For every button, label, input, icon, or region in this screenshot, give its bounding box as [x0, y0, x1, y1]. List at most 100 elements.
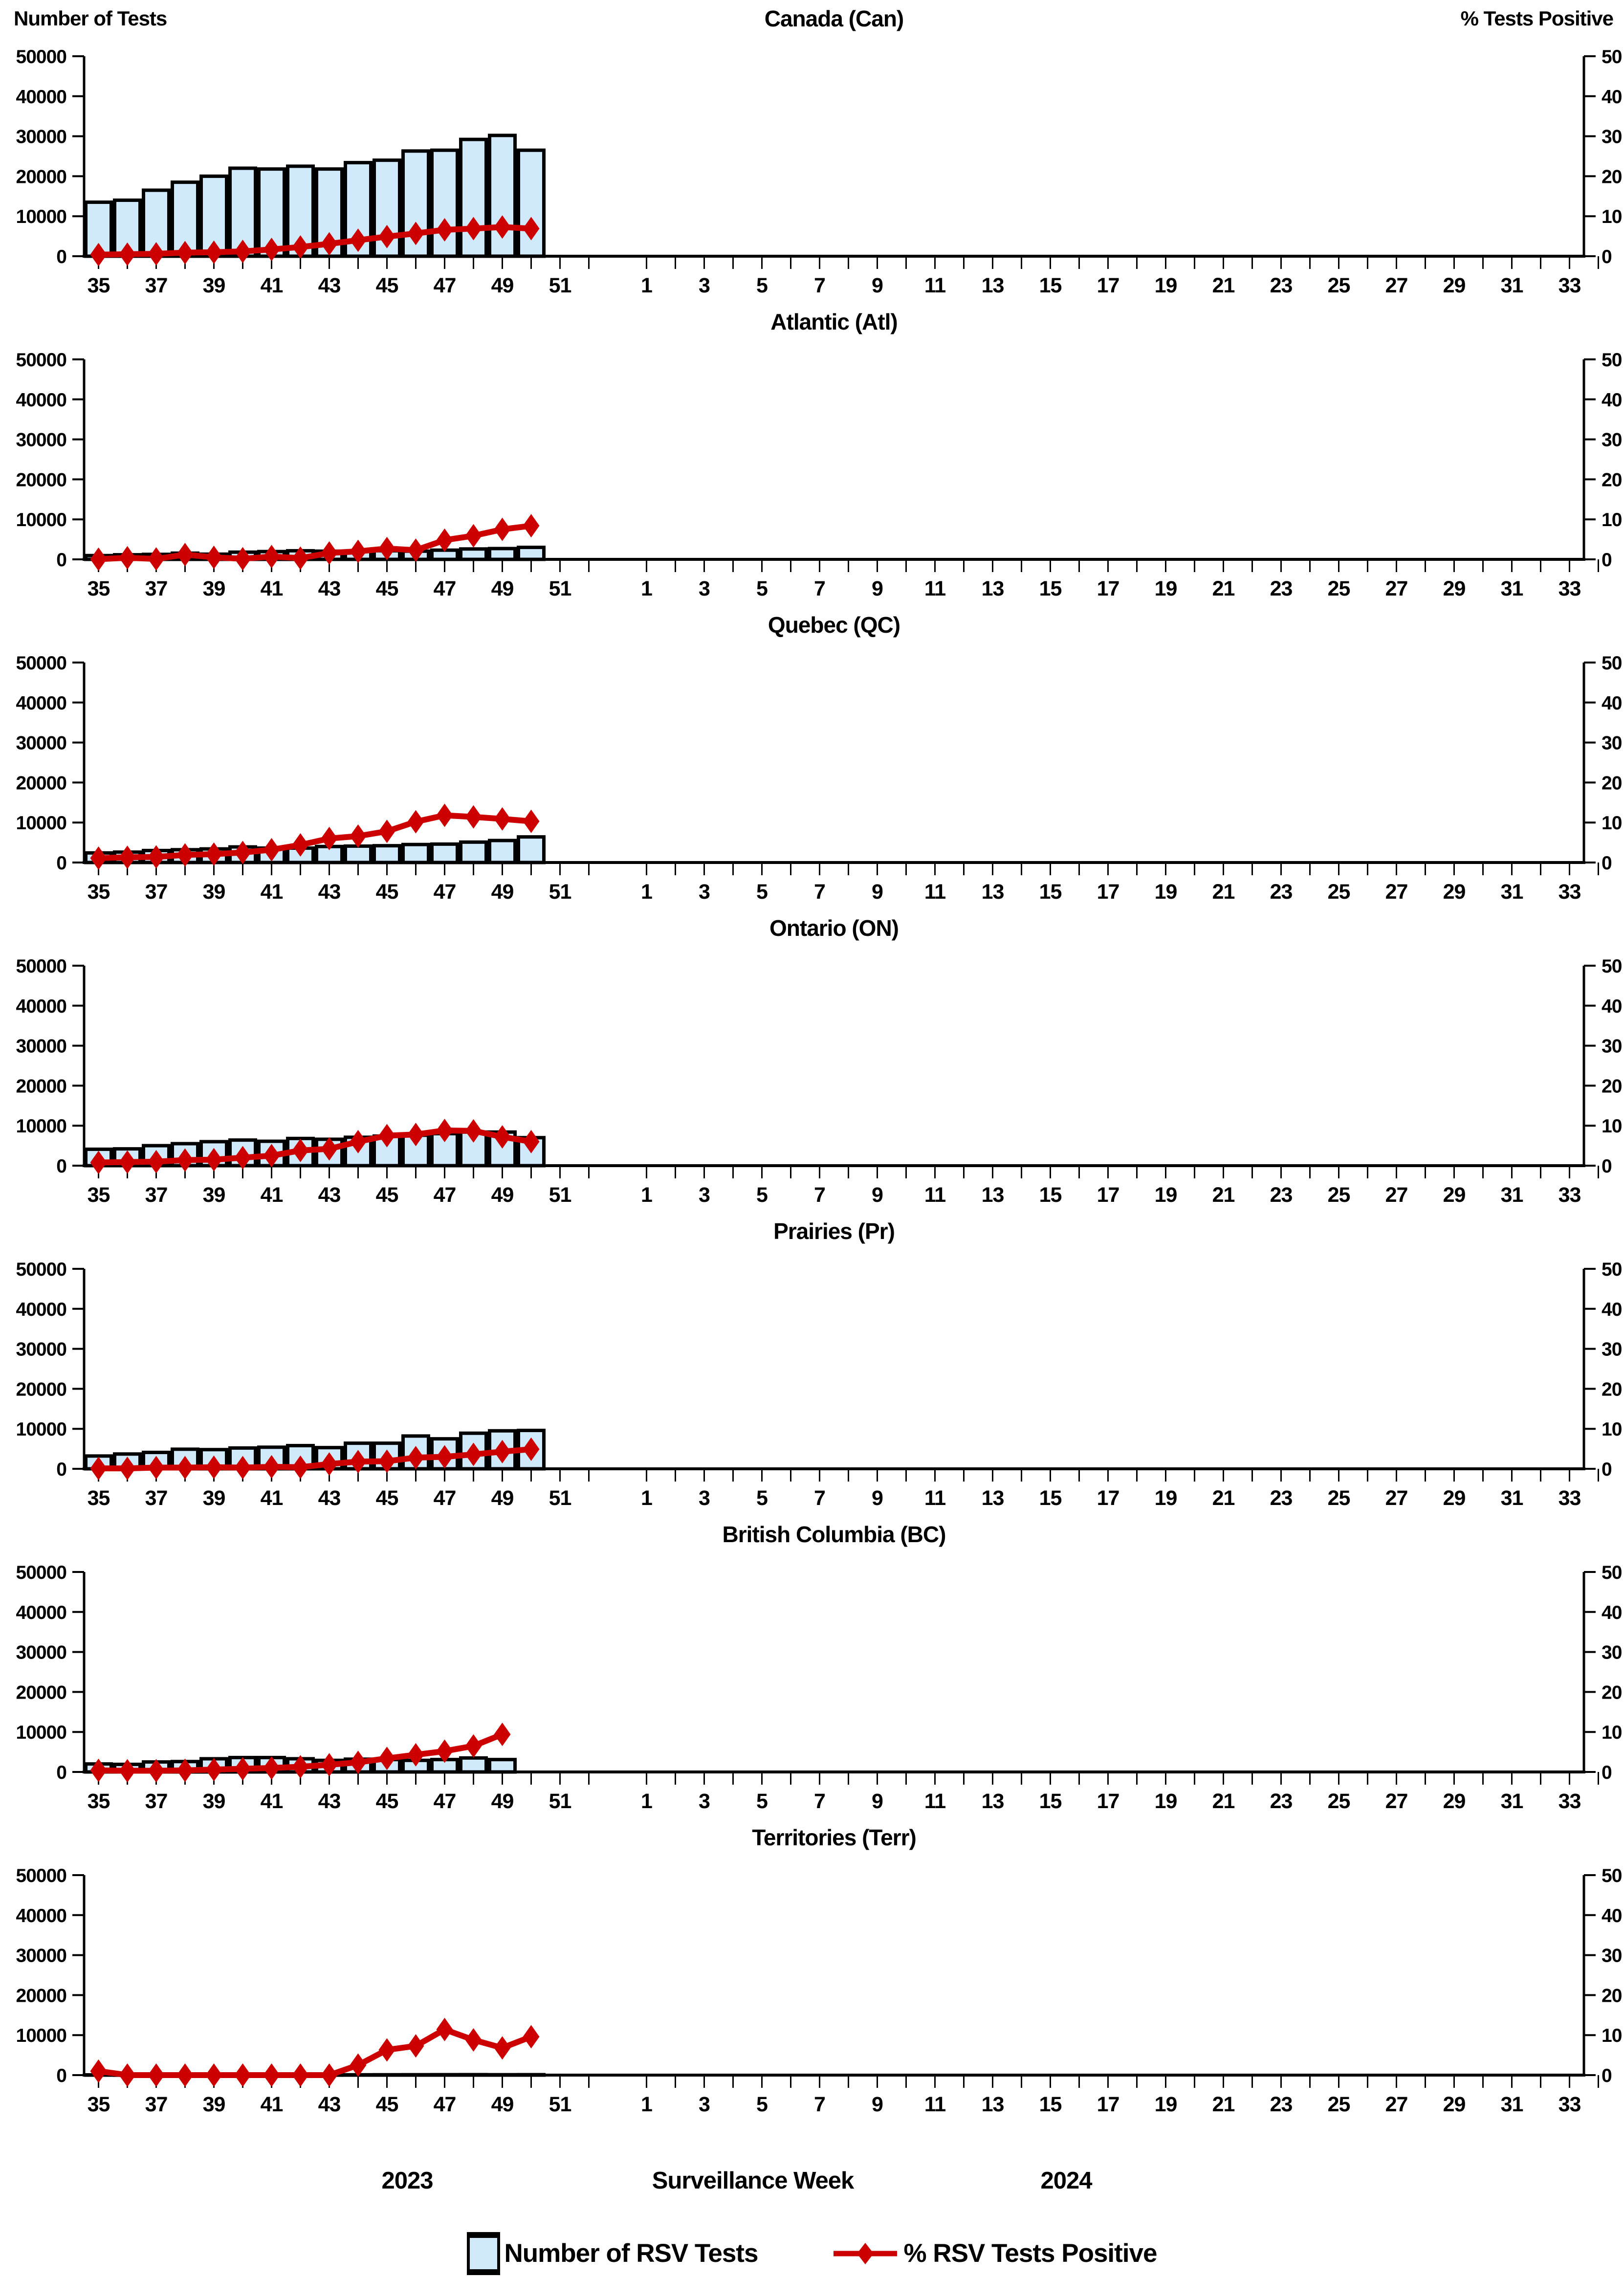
- svg-text:49: 49: [491, 1183, 514, 1207]
- svg-text:31: 31: [1501, 274, 1523, 297]
- svg-text:0: 0: [1602, 2065, 1612, 2086]
- svg-text:10000: 10000: [16, 1722, 67, 1743]
- svg-text:39: 39: [203, 1486, 225, 1510]
- svg-text:13: 13: [982, 577, 1004, 600]
- bar-week-49: [488, 547, 517, 561]
- svg-text:13: 13: [982, 1486, 1004, 1510]
- bar-week-49: [488, 133, 517, 258]
- svg-text:7: 7: [814, 577, 825, 600]
- svg-text:30: 30: [1602, 733, 1622, 754]
- svg-text:27: 27: [1385, 274, 1408, 297]
- panel-bc: British Columbia (BC) 0 10000 20000 30000 400…: [0, 1516, 1624, 1819]
- svg-text:3: 3: [699, 1183, 710, 1207]
- svg-text:10: 10: [1602, 2025, 1622, 2046]
- svg-text:7: 7: [814, 274, 825, 297]
- svg-text:20000: 20000: [16, 1076, 67, 1097]
- panel-title-on: Ontario (ON): [769, 915, 899, 941]
- year-2024-label: 2024: [1040, 2168, 1092, 2194]
- panel-can: Canada (Can) 0 10000 20000 30000 40000 50000 0 1…: [0, 0, 1624, 303]
- svg-text:47: 47: [434, 1183, 456, 1207]
- svg-text:31: 31: [1501, 1183, 1523, 1207]
- chart-bc: British Columbia (BC)0100002000030000400…: [16, 1522, 1623, 1813]
- svg-text:51: 51: [549, 577, 571, 600]
- svg-text:51: 51: [549, 880, 571, 904]
- svg-text:21: 21: [1212, 2093, 1235, 2116]
- svg-text:25: 25: [1328, 880, 1350, 904]
- svg-text:10000: 10000: [16, 1419, 67, 1440]
- svg-text:0: 0: [56, 1459, 66, 1480]
- svg-text:35: 35: [88, 274, 110, 297]
- svg-text:27: 27: [1385, 577, 1408, 600]
- svg-text:27: 27: [1385, 880, 1408, 904]
- svg-text:7: 7: [814, 2093, 825, 2116]
- svg-text:43: 43: [318, 274, 341, 297]
- svg-text:30: 30: [1602, 127, 1622, 148]
- svg-text:40000: 40000: [16, 1905, 67, 1926]
- svg-text:3: 3: [699, 577, 710, 600]
- svg-text:37: 37: [145, 577, 168, 600]
- chart-qc: Quebec (QC) 0 10000 20000 30000 40000 50000 0 10…: [16, 612, 1623, 904]
- svg-text:11: 11: [924, 1790, 946, 1813]
- svg-text:27: 27: [1385, 2093, 1408, 2116]
- svg-text:25: 25: [1328, 1790, 1350, 1813]
- svg-text:41: 41: [261, 1790, 283, 1813]
- pct-positive-line: [98, 1128, 532, 1166]
- svg-text:31: 31: [1501, 880, 1523, 904]
- svg-text:29: 29: [1443, 1183, 1466, 1207]
- svg-text:9: 9: [872, 1486, 883, 1510]
- svg-text:40: 40: [1602, 87, 1622, 108]
- svg-text:20: 20: [1602, 1076, 1622, 1097]
- svg-text:49: 49: [491, 274, 514, 297]
- svg-text:30000: 30000: [16, 1036, 67, 1057]
- svg-text:49: 49: [491, 1790, 514, 1813]
- svg-text:39: 39: [203, 274, 225, 297]
- svg-text:7: 7: [814, 1790, 825, 1813]
- svg-text:9: 9: [872, 2093, 883, 2116]
- svg-text:40: 40: [1602, 390, 1622, 411]
- svg-text:15: 15: [1039, 1790, 1062, 1813]
- svg-text:20000: 20000: [16, 1682, 67, 1703]
- svg-text:33: 33: [1558, 577, 1581, 600]
- svg-text:45: 45: [376, 577, 398, 600]
- svg-text:33: 33: [1558, 2093, 1581, 2116]
- svg-text:31: 31: [1501, 577, 1523, 600]
- svg-text:45: 45: [376, 1790, 398, 1813]
- panel-title-bc: British Columbia (BC): [723, 1522, 946, 1547]
- svg-text:1: 1: [641, 274, 652, 297]
- svg-text:11: 11: [924, 880, 946, 904]
- svg-text:11: 11: [924, 577, 946, 600]
- svg-text:23: 23: [1270, 274, 1293, 297]
- svg-text:13: 13: [982, 1183, 1004, 1207]
- svg-text:5: 5: [756, 1183, 768, 1207]
- svg-text:40000: 40000: [16, 693, 67, 714]
- svg-text:40000: 40000: [16, 390, 67, 411]
- svg-text:31: 31: [1501, 1790, 1523, 1813]
- bar-week-40: [228, 166, 257, 258]
- svg-text:30: 30: [1602, 1339, 1622, 1360]
- svg-text:9: 9: [872, 880, 883, 904]
- svg-text:49: 49: [491, 1486, 514, 1510]
- bar-week-49: [488, 839, 517, 864]
- svg-text:33: 33: [1558, 1183, 1581, 1207]
- svg-text:35: 35: [88, 1790, 110, 1813]
- panel-title-atl: Atlantic (Atl): [770, 309, 897, 334]
- bar-week-50: [517, 835, 546, 864]
- svg-text:40: 40: [1602, 1602, 1622, 1623]
- panel-title-pr: Prairies (Pr): [773, 1218, 895, 1244]
- svg-text:47: 47: [434, 2093, 456, 2116]
- pct-positive-line: [98, 812, 531, 861]
- legend: Number of RSV Tests % RSV Tests Positive: [0, 2228, 1624, 2279]
- svg-text:25: 25: [1328, 1486, 1350, 1510]
- svg-text:23: 23: [1270, 1486, 1293, 1510]
- bar-legend-swatch-icon: [467, 2232, 501, 2275]
- svg-text:37: 37: [145, 274, 168, 297]
- svg-text:17: 17: [1097, 880, 1119, 904]
- svg-text:20: 20: [1602, 1379, 1622, 1400]
- svg-text:30000: 30000: [16, 1946, 67, 1967]
- svg-text:0: 0: [1602, 1156, 1612, 1177]
- svg-text:33: 33: [1558, 1486, 1581, 1510]
- svg-text:39: 39: [203, 577, 225, 600]
- svg-text:21: 21: [1212, 1486, 1235, 1510]
- svg-text:20: 20: [1602, 166, 1622, 187]
- svg-text:29: 29: [1443, 1486, 1466, 1510]
